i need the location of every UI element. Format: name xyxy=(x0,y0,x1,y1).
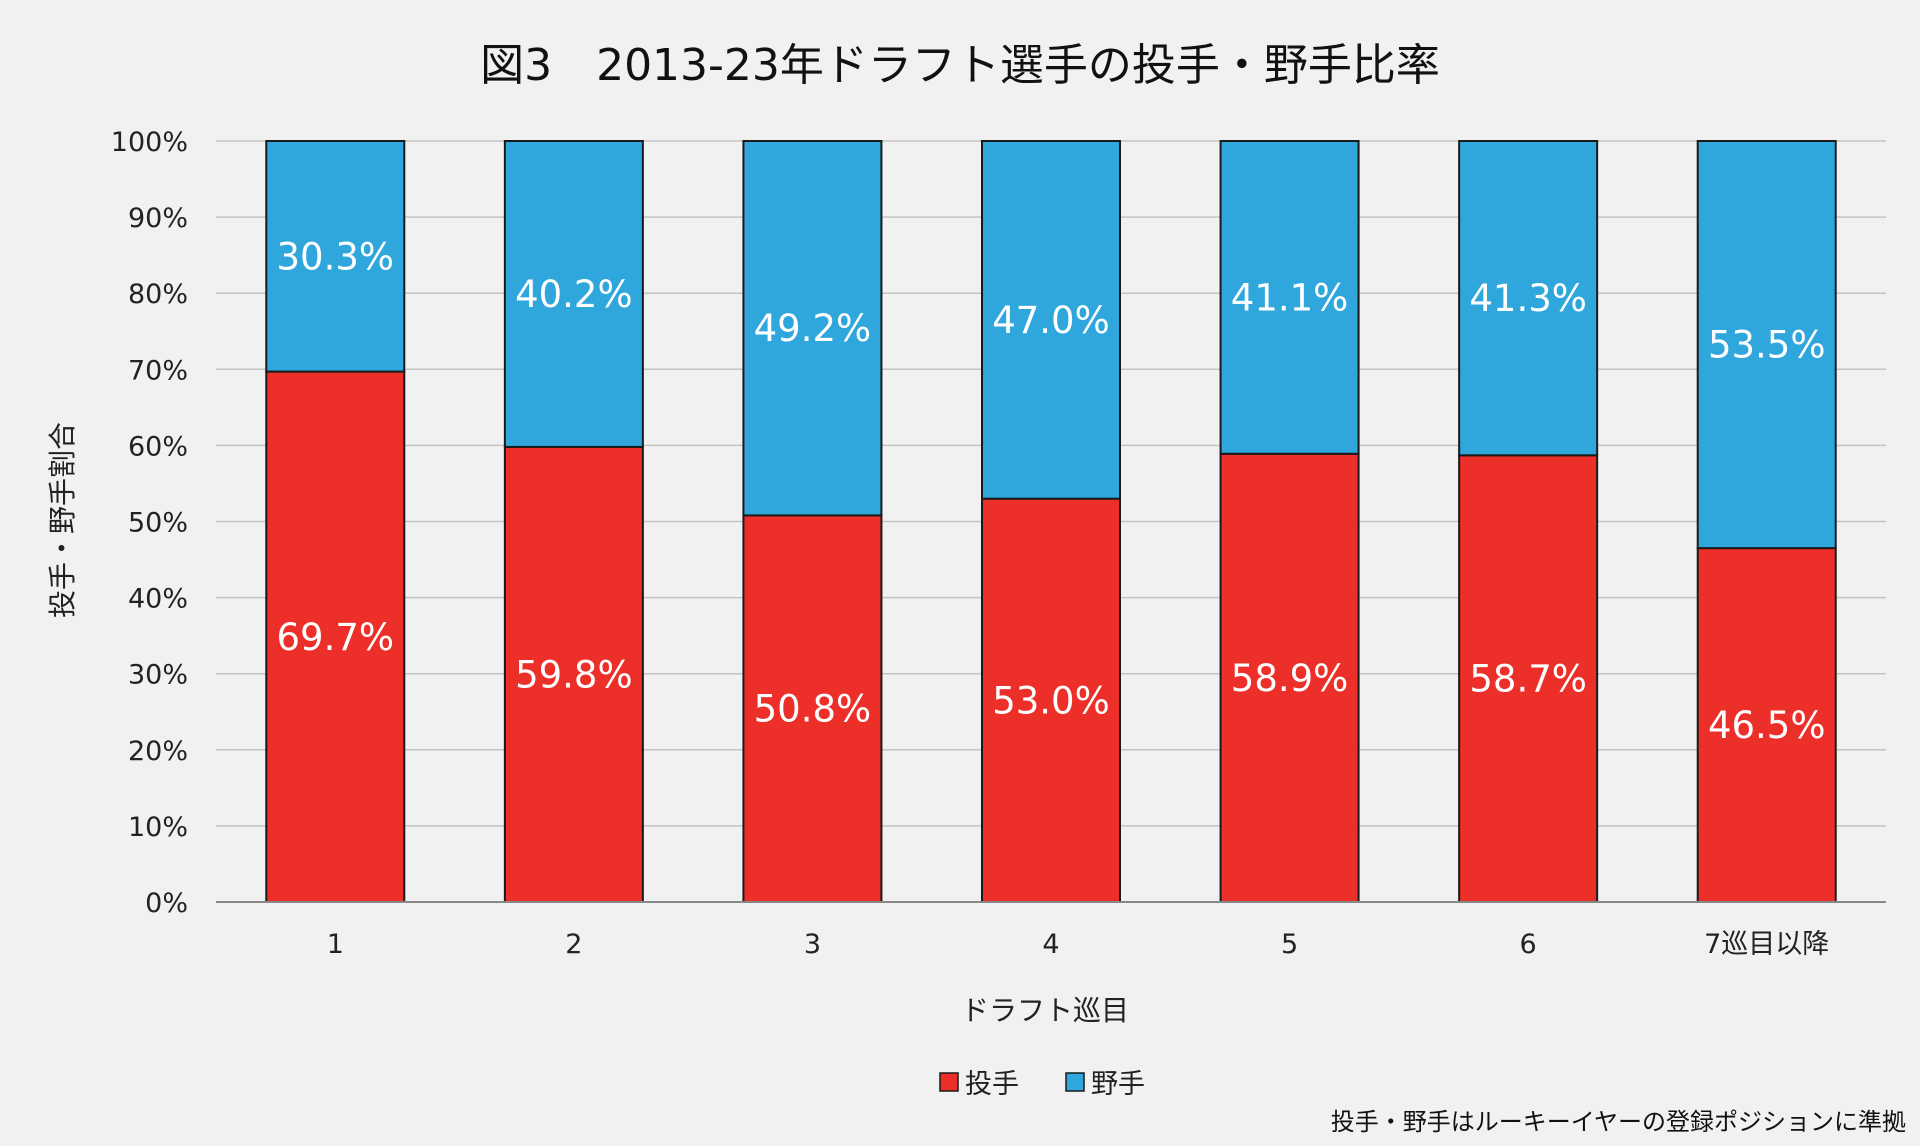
footnote: 投手・野手はルーキーイヤーの登録ポジションに準拠 xyxy=(1331,1108,1906,1136)
bar-value-label: 53.0% xyxy=(992,679,1110,722)
x-tick-label: 1 xyxy=(327,929,344,960)
legend: 投手 野手 xyxy=(939,1069,1145,1100)
bar-value-label: 30.3% xyxy=(277,235,395,278)
bar-value-label: 50.8% xyxy=(754,688,872,731)
y-axis-label: 投手・野手割合 xyxy=(46,422,79,618)
bar-value-label: 58.7% xyxy=(1469,658,1587,701)
y-tick-label: 100% xyxy=(111,127,188,158)
legend-swatch xyxy=(939,1072,959,1092)
y-tick-label: 0% xyxy=(145,888,188,919)
bar-value-label: 41.3% xyxy=(1469,277,1587,320)
legend-label: 投手 xyxy=(965,1069,1019,1100)
legend-label: 野手 xyxy=(1091,1069,1145,1100)
bar-value-label: 53.5% xyxy=(1708,324,1826,367)
y-tick-label: 70% xyxy=(128,355,188,386)
bar-value-label: 41.1% xyxy=(1231,276,1349,319)
chart-title: 図3 2013-23年ドラフト選手の投手・野手比率 xyxy=(480,40,1440,91)
bar-segment-pitcher xyxy=(1458,454,1599,903)
y-tick-label: 80% xyxy=(128,279,188,310)
bar-value-label: 59.8% xyxy=(515,653,633,696)
bar-segment-fielder xyxy=(1696,140,1837,550)
x-tick-label: 2 xyxy=(565,929,582,960)
y-tick-label: 10% xyxy=(128,812,188,843)
bar-segment-fielder xyxy=(981,140,1121,500)
y-axis-ticks: 0% 10% 20% 30% 40% 50% 60% 70% 80% 90% 100% xyxy=(111,127,188,919)
y-tick-label: 40% xyxy=(128,584,188,615)
bar-value-label: 49.2% xyxy=(754,307,872,350)
bar-segment-fielder xyxy=(1219,140,1360,455)
bar-value-labels: 69.7% 30.3% 59.8% 40.2% 50.8% 49.2% 53.0% 47.0%… xyxy=(277,235,1826,747)
bar-segment-pitcher xyxy=(1696,547,1837,903)
x-tick-label: 4 xyxy=(1042,929,1059,960)
bar-segment-pitcher xyxy=(981,497,1121,903)
bar-segment-fielder xyxy=(742,140,883,517)
bar-value-label: 69.7% xyxy=(277,616,395,659)
y-tick-label: 20% xyxy=(128,736,188,767)
bar-segment-fielder xyxy=(1458,140,1599,457)
y-tick-label: 50% xyxy=(128,508,188,539)
y-tick-label: 30% xyxy=(128,660,188,691)
bar-value-label: 40.2% xyxy=(515,273,633,316)
x-tick-label: 7巡目以降 xyxy=(1704,929,1829,960)
y-tick-label: 90% xyxy=(128,203,188,234)
x-tick-label: 3 xyxy=(804,929,821,960)
bar-segment-pitcher xyxy=(1219,452,1360,903)
legend-swatch xyxy=(1065,1072,1085,1092)
x-tick-label: 5 xyxy=(1281,929,1298,960)
bar-segment-pitcher xyxy=(742,514,883,903)
x-axis-ticks: 1 2 3 4 5 6 7巡目以降 xyxy=(327,929,1830,960)
x-tick-label: 6 xyxy=(1520,929,1537,960)
bar-value-label: 58.9% xyxy=(1231,657,1349,700)
bar-segment-fielder xyxy=(503,140,644,448)
bar-value-label: 46.5% xyxy=(1708,704,1826,747)
bar-segment-fielder xyxy=(265,140,406,373)
y-tick-label: 60% xyxy=(128,431,188,462)
bar-value-label: 47.0% xyxy=(992,299,1110,342)
x-axis-label: ドラフト巡目 xyxy=(961,994,1129,1027)
